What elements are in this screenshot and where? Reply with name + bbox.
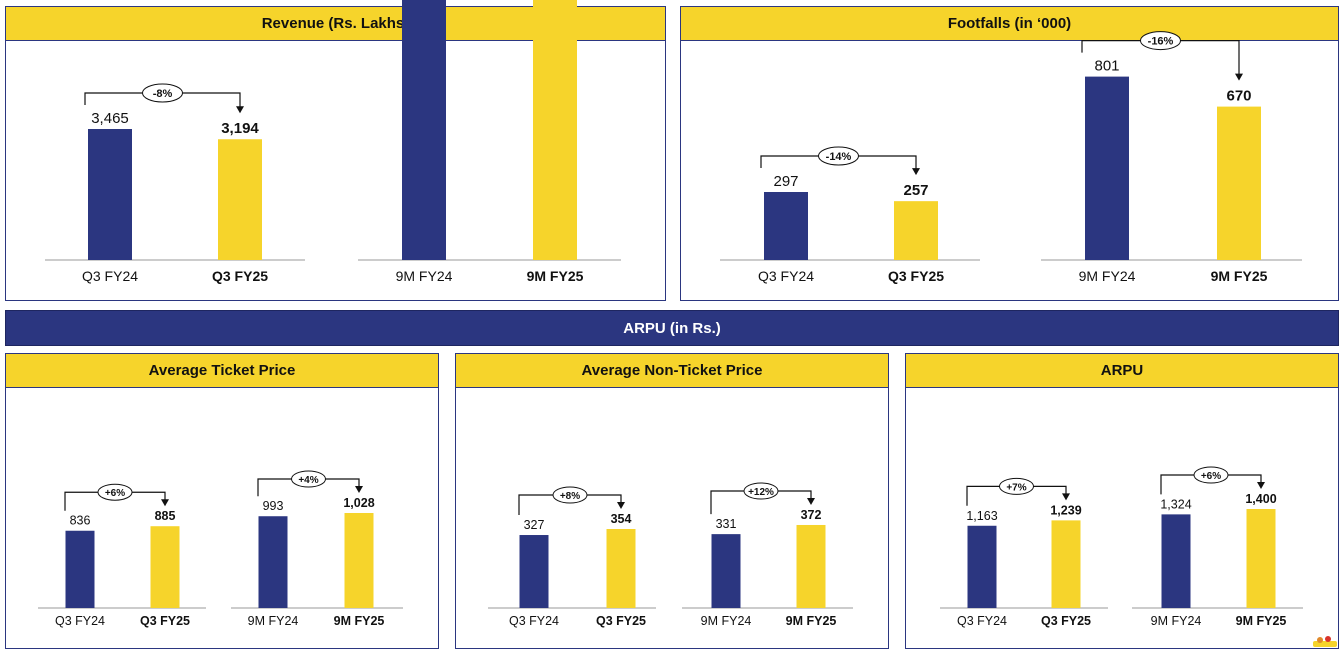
- atp-value-label-1-1: 1,028: [343, 496, 374, 510]
- atp-arrow-icon-1: [355, 486, 363, 493]
- arpu-category-label-1-0: 9M FY24: [1151, 614, 1202, 628]
- footfalls-bar-q3-fy24: [764, 192, 808, 260]
- footfalls-change-label-0: -14%: [826, 151, 852, 163]
- antp-arrow-icon-1: [807, 497, 815, 505]
- atp-arrow-icon-0: [161, 499, 169, 507]
- revenue-change-label-0: -8%: [153, 88, 173, 100]
- revenue-change-badge-0: [142, 83, 183, 103]
- arpu-change-badge-1: [1193, 466, 1229, 484]
- arpu-arrow-icon-0: [1062, 493, 1070, 501]
- arpu-change-label-0: +7%: [1006, 482, 1026, 493]
- antp-value-label-0-0: 327: [524, 518, 545, 532]
- footfalls-value-label-0-0: 297: [773, 173, 798, 190]
- atp-value-label-1-0: 993: [263, 499, 284, 513]
- atp-value-label-0-1: 885: [155, 509, 176, 523]
- antp-value-label-1-0: 331: [716, 517, 737, 531]
- revenue-bar-9m-fy25: [533, 0, 577, 260]
- revenue-category-label-0-1: Q3 FY25: [212, 268, 268, 284]
- revenue-category-label-1-1: 9M FY25: [527, 268, 584, 284]
- arpu-bar-q3-fy25: [1051, 520, 1081, 608]
- arpu-value-label-0-0: 1,163: [966, 509, 997, 523]
- atp-change-badge-1: [291, 470, 326, 488]
- footfalls-category-label-1-1: 9M FY25: [1211, 268, 1268, 284]
- atp-category-label-1-0: 9M FY24: [248, 614, 299, 628]
- antp-category-label-0-1: Q3 FY25: [596, 614, 646, 628]
- footfalls-value-label-1-0: 801: [1094, 58, 1119, 75]
- arpu-value-label-0-1: 1,239: [1050, 503, 1081, 517]
- atp-change-label-0: +6%: [105, 488, 125, 499]
- arpu-value-label-1-0: 1,324: [1160, 497, 1191, 511]
- revenue-bar-q3-fy25: [218, 139, 262, 260]
- antp-bar-q3-fy25: [606, 529, 636, 608]
- footfalls-value-label-1-1: 670: [1226, 88, 1251, 105]
- antp-arrow-icon-0: [617, 502, 625, 509]
- atp-category-label-0-1: Q3 FY25: [140, 614, 190, 628]
- antp-change-label-0: +8%: [560, 491, 580, 502]
- arpu-change-badge-0: [999, 477, 1034, 495]
- footfalls-category-label-0-1: Q3 FY25: [888, 268, 944, 284]
- footfalls-change-badge-0: [818, 146, 859, 166]
- antp-change-label-1: +12%: [748, 487, 774, 498]
- arpu-category-label-1-1: 9M FY25: [1236, 614, 1287, 628]
- footfalls-arrow-icon-0: [912, 168, 920, 176]
- antp-change-badge-0: [552, 486, 588, 504]
- arpu-bar-q3-fy24: [967, 525, 997, 608]
- revenue-bar-9m-fy24: [402, 0, 446, 261]
- arpu-value-label-1-1: 1,400: [1245, 492, 1276, 506]
- revenue-category-label-1-0: 9M FY24: [396, 268, 453, 284]
- atp-change-badge-0: [97, 483, 133, 501]
- footfalls-change-badge-1: [1140, 31, 1181, 51]
- antp-value-label-1-1: 372: [801, 508, 822, 522]
- atp-value-label-0-0: 836: [70, 514, 91, 528]
- atp-bar-9m-fy25: [344, 513, 374, 608]
- antp-change-badge-1: [743, 482, 779, 500]
- antp-category-label-0-0: Q3 FY24: [509, 614, 559, 628]
- atp-change-label-1: +4%: [298, 475, 318, 486]
- antp-bar-q3-fy24: [519, 535, 549, 608]
- arpu-panel-title: ARPU: [906, 354, 1338, 388]
- arpu-arrow-icon-1: [1257, 482, 1265, 489]
- footfalls-bar-9m-fy24: [1085, 76, 1129, 260]
- antp-category-label-1-0: 9M FY24: [701, 614, 752, 628]
- arpu-category-label-0-1: Q3 FY25: [1041, 614, 1091, 628]
- footfalls-arrow-icon-1: [1235, 73, 1243, 81]
- atp-category-label-1-1: 9M FY25: [334, 614, 385, 628]
- footfalls-category-label-0-0: Q3 FY24: [758, 268, 814, 284]
- arpu-category-label-0-0: Q3 FY24: [957, 614, 1007, 628]
- revenue-value-label-0-1: 3,194: [221, 120, 259, 137]
- atp-bar-q3-fy24: [65, 530, 95, 608]
- antp-category-label-1-1: 9M FY25: [786, 614, 837, 628]
- arpu-banner: ARPU (in Rs.): [5, 310, 1339, 346]
- footfalls-bar-q3-fy25: [894, 201, 938, 260]
- arpu-change-label-1: +6%: [1201, 471, 1221, 482]
- atp-category-label-0-0: Q3 FY24: [55, 614, 105, 628]
- arpu-bar-9m-fy25: [1246, 509, 1276, 608]
- footfalls-value-label-0-1: 257: [903, 182, 928, 199]
- arpu-bar-9m-fy24: [1161, 514, 1191, 608]
- atp-bar-9m-fy24: [258, 516, 288, 608]
- revenue-category-label-0-0: Q3 FY24: [82, 268, 138, 284]
- antp-panel-title: Average Non-Ticket Price: [456, 354, 888, 388]
- atp-panel-title: Average Ticket Price: [6, 354, 438, 388]
- footfalls-change-label-1: -16%: [1148, 36, 1174, 48]
- antp-bar-9m-fy24: [711, 534, 741, 608]
- revenue-bar-q3-fy24: [88, 129, 132, 260]
- atp-bar-q3-fy25: [150, 526, 180, 608]
- antp-value-label-0-1: 354: [611, 512, 632, 526]
- footfalls-panel-title: Footfalls (in ‘000): [681, 7, 1338, 41]
- footfalls-category-label-1-0: 9M FY24: [1079, 268, 1136, 284]
- brand-logo-icon: [1313, 636, 1337, 647]
- revenue-arrow-icon-0: [236, 106, 244, 114]
- revenue-value-label-0-0: 3,465: [91, 110, 129, 127]
- footfalls-bar-9m-fy25: [1217, 106, 1261, 260]
- antp-bar-9m-fy25: [796, 524, 826, 608]
